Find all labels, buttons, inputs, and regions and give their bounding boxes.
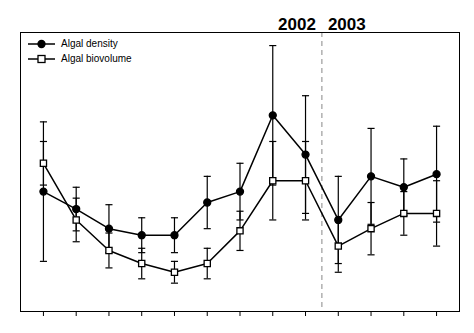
html-text:Algal biovolume: Algal biovolume — [61, 53, 132, 64]
svg-text:2002: 2002 — [278, 15, 316, 34]
html-text:Algal density: Algal density — [61, 38, 118, 49]
svg-text:2003: 2003 — [328, 15, 366, 34]
